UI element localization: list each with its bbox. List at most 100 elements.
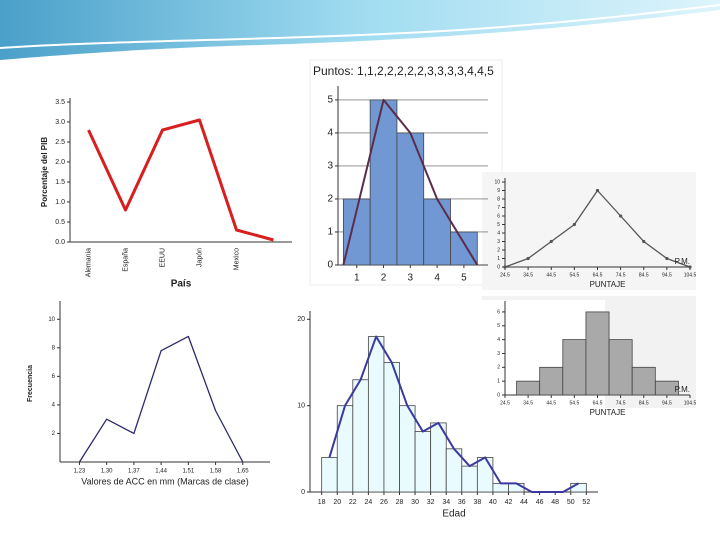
y-tick-label: 3: [497, 239, 500, 245]
y-tick-label: 1: [327, 227, 333, 238]
bar: [492, 482, 509, 493]
x-tick-label: 34.5: [523, 400, 533, 406]
y-tick-label: 1.5: [55, 179, 65, 186]
bar: [516, 380, 541, 396]
x-tick-label: 30: [411, 499, 419, 506]
x-tick-label: 48: [551, 499, 559, 506]
frequency-polygon: [328, 335, 580, 493]
x-axis-label: PUNTAJE: [590, 408, 626, 417]
panel: [20, 80, 300, 292]
y-tick-label: 0: [497, 392, 500, 398]
y-tick-label: 1: [497, 378, 500, 384]
x-tick-label: 46: [536, 499, 544, 506]
y-tick-label: 6: [497, 309, 500, 315]
x-tick-label: 74.5: [616, 400, 626, 406]
x-tick-label: 40: [489, 499, 497, 506]
x-tick-label: 52: [582, 499, 590, 506]
x-tick-label: 1,23: [74, 469, 86, 475]
bar: [654, 380, 679, 396]
x-tick-label: 50: [567, 499, 575, 506]
y-tick-label: 3.0: [55, 119, 65, 126]
y-tick-label: 4: [327, 128, 333, 139]
x-tick-label: 3: [408, 273, 414, 284]
y-tick-label: 8: [497, 196, 500, 202]
line: [78, 335, 244, 463]
x-tick-label: 54.5: [570, 400, 580, 406]
x-tick-label: 74.5: [616, 272, 626, 278]
x-tick-label: 4: [434, 273, 440, 284]
y-tick-label: 5: [497, 323, 500, 329]
y-tick-label: 4: [52, 402, 56, 408]
x-tick-label: 104.5: [684, 400, 697, 406]
y-axis-label: Frecuencia: [27, 365, 34, 402]
header-wave: [0, 0, 720, 60]
x-tick-label: 28: [396, 499, 404, 506]
x-tick-label: 22: [349, 499, 357, 506]
x-axis-label: País: [171, 279, 192, 290]
bar: [461, 465, 478, 493]
bar: [476, 457, 494, 493]
x-tick-label: 24.5: [500, 400, 510, 406]
x-tick-label: España: [122, 248, 129, 272]
y-tick-label: 20: [297, 316, 305, 323]
y-axis-label: Porcentaje del PIB: [40, 137, 49, 207]
bar: [562, 339, 587, 396]
x-tick-label: 84.5: [639, 272, 649, 278]
y-tick-label: 2: [497, 365, 500, 371]
line: [504, 189, 691, 268]
y-tick-label: 0.0: [55, 239, 65, 246]
frequency-polygon: [342, 98, 479, 266]
y-tick-label: 6: [52, 374, 56, 380]
annotation: P.M.: [675, 385, 690, 394]
bar: [321, 457, 338, 493]
bar: [585, 311, 610, 396]
x-tick-label: 42: [505, 499, 513, 506]
x-tick-label: 24: [364, 499, 372, 506]
y-tick-label: 9: [497, 188, 500, 194]
x-tick-label: 1: [354, 273, 360, 284]
x-tick-label: 84.5: [639, 400, 649, 406]
y-tick-label: 3: [327, 161, 333, 172]
x-tick-label: 34.5: [523, 272, 533, 278]
y-tick-label: 4: [497, 230, 500, 236]
y-tick-label: 2: [327, 194, 333, 205]
panel: [22, 300, 284, 478]
y-tick-label: 10: [494, 179, 500, 185]
x-tick-label: 38: [473, 499, 481, 506]
x-tick-label: 1,65: [237, 469, 249, 475]
bar: [608, 339, 633, 396]
x-tick-label: Alemania: [85, 248, 92, 277]
y-tick-label: 5: [327, 95, 333, 106]
panel: [482, 172, 696, 290]
y-tick-label: 1: [497, 256, 500, 262]
x-tick-label: 44.5: [546, 272, 556, 278]
x-tick-label: 104.5: [684, 272, 697, 278]
bar: [383, 362, 400, 493]
bar: [396, 132, 425, 266]
x-axis-label: Edad: [442, 509, 465, 520]
bar: [508, 482, 525, 493]
bar: [369, 99, 398, 266]
x-tick-label: 1,58: [210, 469, 222, 475]
x-tick-label: 1,51: [182, 469, 194, 475]
y-tick-label: 5: [497, 222, 500, 228]
chart-title: Puntos: 1,1,2,2,2,2,2,3,3,3,3,4,4,5: [313, 64, 494, 78]
x-tick-label: 64.5: [593, 400, 603, 406]
y-tick-label: 10: [297, 403, 305, 410]
x-tick-label: 64.5: [593, 272, 603, 278]
y-tick-label: 2.5: [55, 139, 65, 146]
y-tick-label: 8: [52, 345, 56, 351]
bar: [570, 482, 587, 493]
x-axis-label: PUNTAJE: [590, 280, 626, 289]
bar: [539, 366, 564, 396]
header-wave-line: [0, 4, 720, 49]
y-tick-label: 3.5: [55, 99, 65, 106]
x-tick-label: 34: [442, 499, 450, 506]
x-tick-label: 94.5: [662, 272, 672, 278]
x-tick-label: 54.5: [570, 272, 580, 278]
y-tick-label: 2: [52, 431, 56, 437]
x-tick-label: 20: [333, 499, 341, 506]
bar: [414, 431, 432, 493]
x-tick-label: 1,30: [101, 469, 113, 475]
